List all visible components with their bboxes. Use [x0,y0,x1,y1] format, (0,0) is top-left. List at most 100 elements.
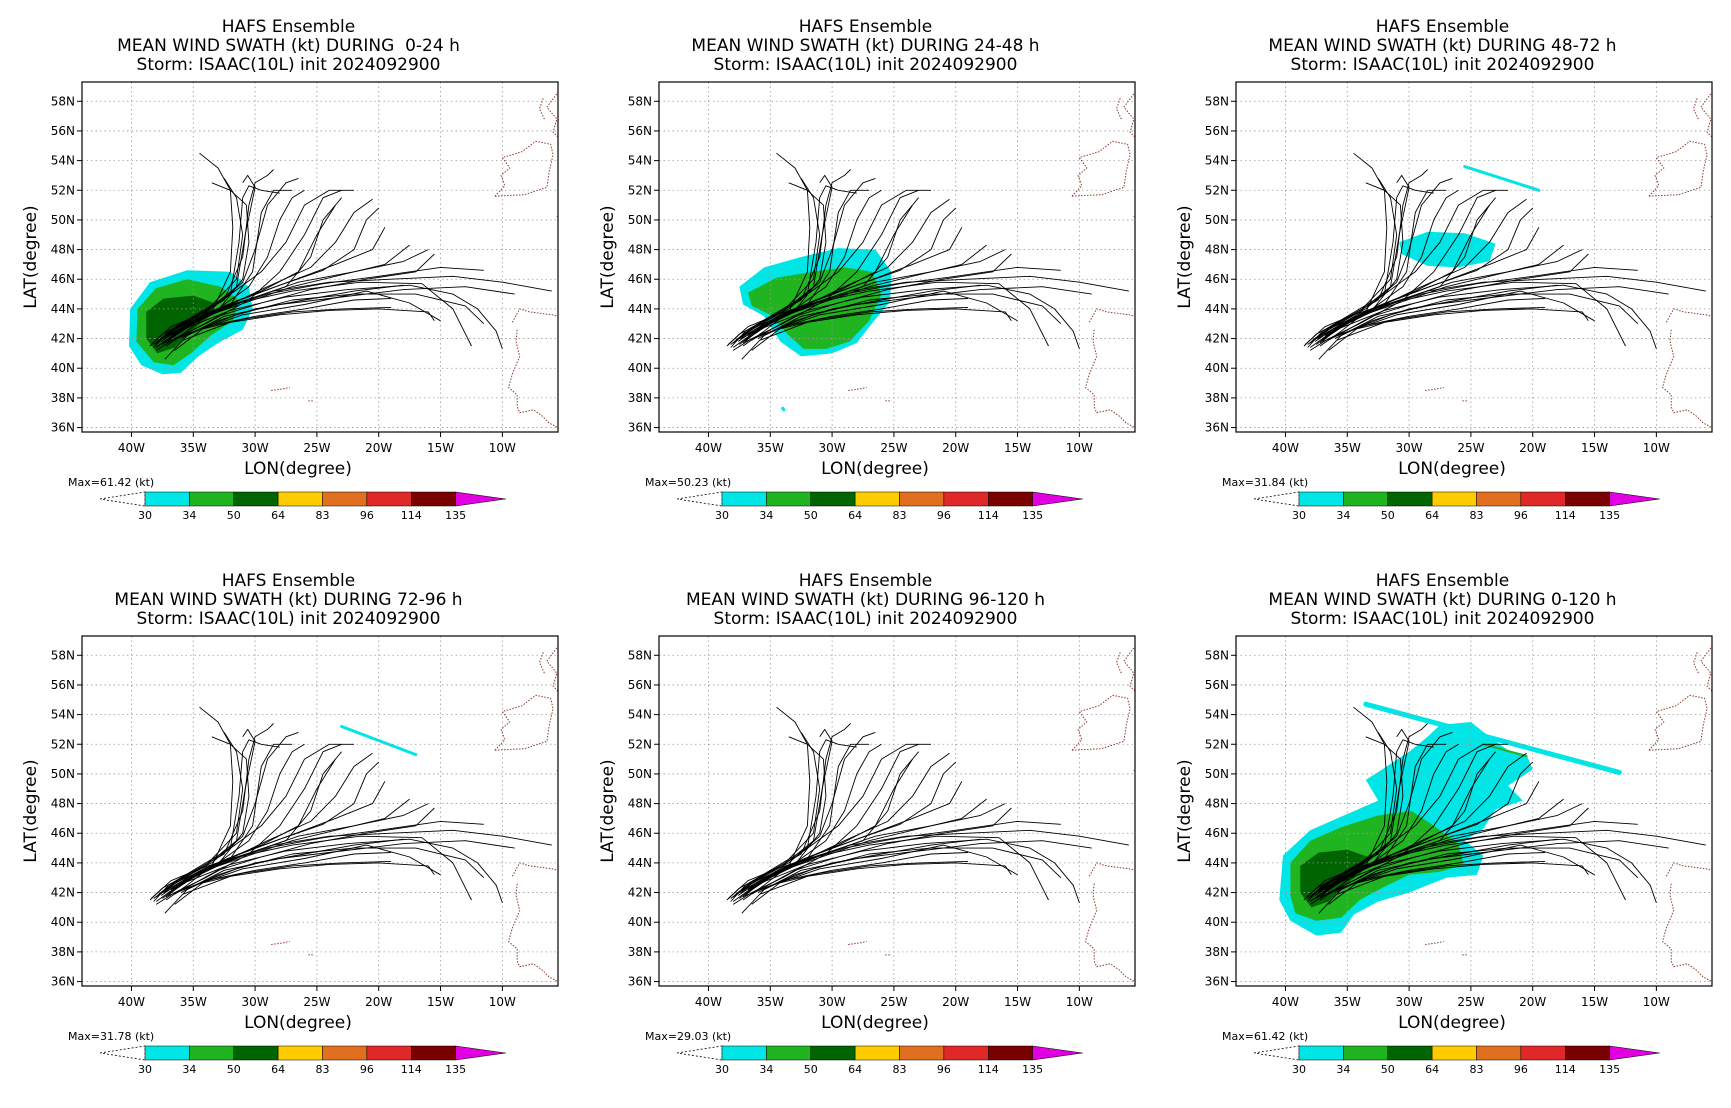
ensemble-track [1332,838,1657,904]
colorbar-level-label: 30 [715,509,729,522]
coastline [494,694,554,751]
colorbar-level-label: 96 [360,1063,374,1076]
ensemble-track [730,732,821,899]
y-tick-label: 52N [628,183,652,197]
ensemble-track [763,844,1018,889]
ensemble-track [162,743,305,899]
map-frame [81,635,559,987]
map-plot: 40W 35W 30W 25W 20W 15W 10W 36N 38N 40N 42N 44N 46N 4… [21,81,559,522]
colorbar: 30 34 50 64 83 96 114 135 [676,491,1083,522]
colorbar-box [189,491,234,507]
y-tick-label: 46N [628,826,652,840]
y-tick-label: 52N [1205,183,1229,197]
swath-area-34kt [748,267,882,349]
coastline [507,329,558,429]
colorbar-box [233,1045,279,1061]
y-tick-label: 54N [1205,708,1229,722]
colorbar-under-triangle [1253,491,1300,507]
y-tick-label: 38N [51,945,75,959]
map-plot: 40W 35W 30W 25W 20W 15W 10W 36N 38N 40N 42N 44N 46N 4… [598,81,1136,522]
colorbar: 30 34 50 64 83 96 114 135 [1253,1045,1660,1076]
max-wind-label: Max=61.42 (kt) [68,476,155,489]
x-tick-label: 15W [1581,995,1608,1009]
ensemble-track [742,706,811,901]
colorbar-box [1476,491,1522,507]
x-tick-label: 10W [1643,995,1670,1009]
ensemble-track [157,189,354,342]
y-tick-label: 58N [628,94,652,108]
ensemble-track [1328,852,1546,905]
y-tick-label: 54N [1205,154,1229,168]
x-tick-label: 40W [1272,441,1299,455]
map-plot: 40W 35W 30W 25W 20W 15W 10W 36N 38N 40N 42N 44N 46N 4… [21,635,559,1076]
y-tick-label: 58N [1205,648,1229,662]
colorbar-level-label: 135 [1022,1063,1043,1076]
colorbar-level-label: 30 [1292,1063,1306,1076]
y-tick-label: 54N [51,154,75,168]
coastline [511,862,558,877]
colorbar-level-label: 64 [1425,1063,1439,1076]
map-plot: 40W 35W 30W 25W 20W 15W 10W 36N 38N 40N 42N 44N 46N 4… [1175,635,1713,1076]
coastline [1648,140,1708,197]
coastline [511,308,558,323]
ensemble-track [1316,743,1459,899]
y-axis-label: LAT(degree) [1175,205,1195,308]
ensemble-track [752,835,1049,901]
y-axis-label: LAT(degree) [598,205,618,308]
ensemble-track [1318,227,1540,338]
panel-title3: Storm: ISAAC(10L) init 2024092900 [713,55,1018,75]
colorbar-level-label: 114 [401,1063,422,1076]
colorbar-box [1520,1045,1566,1061]
colorbar-box [322,1045,368,1061]
x-tick-label: 35W [757,441,784,455]
colorbar-under-triangle [676,491,723,507]
x-tick-label: 15W [1581,441,1608,455]
y-tick-label: 54N [628,154,652,168]
y-tick-label: 40N [1205,361,1229,375]
y-tick-label: 36N [628,975,652,989]
coastline [1692,98,1699,120]
colorbar-level-label: 34 [759,1063,773,1076]
ensemble-track [739,743,882,899]
ensemble-track [1340,844,1595,889]
y-tick-label: 52N [51,737,75,751]
panel-title2: MEAN WIND SWATH (kt) DURING 0-24 h [117,36,460,56]
coastline [1661,329,1712,429]
map-background [82,636,558,986]
panel-title3: Storm: ISAAC(10L) init 2024092900 [136,609,441,629]
ensemble-track [1334,840,1669,894]
y-tick-label: 54N [628,708,652,722]
panel-title2: MEAN WIND SWATH (kt) DURING 48-72 h [1268,36,1617,56]
panel-title2: MEAN WIND SWATH (kt) DURING 96-120 h [686,590,1045,610]
y-axis-label: LAT(degree) [21,759,41,862]
coastline [1071,140,1131,197]
panel-title3: Storm: ISAAC(10L) init 2024092900 [136,55,441,75]
colorbar-level-label: 50 [227,509,241,522]
y-tick-label: 48N [1205,243,1229,257]
colorbar-box [1565,1045,1610,1061]
ensemble-track [164,781,386,892]
coastline [1425,387,1444,391]
colorbar-box [854,1045,900,1061]
ensemble-track [1318,284,1558,360]
ensemble-track [741,227,963,338]
ensemble-track [186,290,441,335]
colorbar-box [366,491,412,507]
coastline [271,941,290,945]
colorbar-level-label: 34 [182,509,196,522]
y-tick-label: 38N [51,391,75,405]
x-axis-label: LON(degree) [244,459,352,479]
colorbar: 30 34 50 64 83 96 114 135 [99,1045,506,1076]
ensemble-track [734,189,931,342]
ensemble-track [1307,732,1398,899]
y-tick-label: 52N [1205,737,1229,751]
ensemble-track [1328,253,1589,341]
colorbar-level-label: 135 [445,1063,466,1076]
x-tick-label: 30W [819,441,846,455]
colorbar-level-label: 34 [759,509,773,522]
colorbar-box [766,1045,811,1061]
colorbar-box [1343,491,1388,507]
colorbar-level-label: 83 [893,509,907,522]
y-tick-label: 58N [51,94,75,108]
colorbar-over-triangle [455,1045,506,1061]
